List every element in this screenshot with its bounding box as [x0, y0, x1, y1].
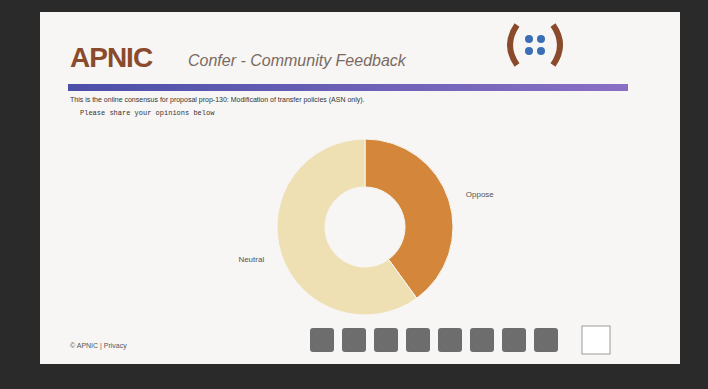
svg-text:Oppose: Oppose [466, 190, 495, 199]
svg-text:Neutral: Neutral [238, 255, 264, 264]
html-text:Confer - Community Feedback: Confer - Community Feedback [188, 52, 406, 69]
html-text:Please share your opinions bel: Please share your opinions below [80, 109, 215, 117]
html-text:© APNIC | Privacy: © APNIC | Privacy [70, 342, 127, 349]
html-text:This is the online consensus f: This is the online consensus for proposa… [70, 96, 365, 103]
html-text:APNIC: APNIC [70, 42, 153, 73]
